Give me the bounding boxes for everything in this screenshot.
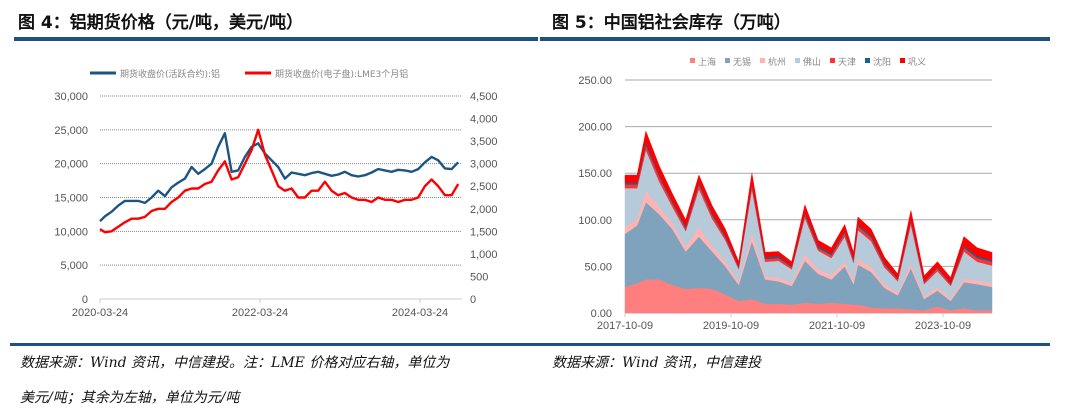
legend-label: 沈阳 — [873, 56, 891, 68]
area-series-7 — [624, 131, 993, 284]
y-tick-label: 50.00 — [584, 261, 612, 273]
legend-label: 上海 — [698, 56, 716, 68]
y-right-tick-label: 4,000 — [470, 114, 498, 126]
legend-swatch — [725, 58, 730, 63]
x-tick-label: 2019-10-09 — [703, 320, 759, 332]
y-right-tick-label: 2,000 — [470, 204, 498, 216]
figure-5-source: 数据来源：Wind 资讯，中信建投 — [552, 355, 762, 371]
legend-swatch — [760, 58, 765, 63]
legend-label: 无锡 — [733, 57, 751, 68]
legend-swatch — [900, 58, 905, 63]
y-left-tick-label: 10,000 — [54, 226, 88, 238]
y-left-tick-label: 15,000 — [54, 193, 88, 205]
title-rule-right — [540, 37, 1050, 41]
y-right-tick-label: 3,000 — [470, 159, 498, 171]
figure-4-title: 图 4：铝期货价格（元/吨，美元/吨） — [18, 13, 304, 33]
title-rule-left — [14, 37, 538, 41]
legend-label: 期货收盘价(活跃合约):铝 — [120, 68, 220, 80]
y-left-tick-label: 20,000 — [54, 159, 88, 171]
legend-label: 杭州 — [768, 56, 786, 68]
y-right-tick-label: 0 — [470, 294, 476, 306]
y-left-tick-label: 25,000 — [54, 125, 88, 137]
y-right-tick-label: 1,000 — [470, 249, 498, 261]
figure-4-source-line-2: 美元/吨；其余为左轴，单位为元/吨 — [20, 390, 240, 406]
y-right-tick-label: 4,500 — [470, 91, 498, 103]
x-tick-label: 2023-10-09 — [915, 320, 971, 332]
y-tick-label: 0.00 — [591, 308, 612, 320]
legend-label: 佛山 — [803, 56, 821, 68]
y-right-tick-label: 3,500 — [470, 136, 498, 148]
series-line-1 — [99, 131, 460, 223]
figure-5-title: 图 5：中国铝社会库存（万吨） — [552, 13, 791, 33]
y-left-tick-label: 30,000 — [54, 91, 88, 103]
y-left-tick-label: 0 — [82, 294, 88, 306]
x-tick-label: 2020-03-24 — [72, 307, 128, 319]
y-right-tick-label: 1,500 — [470, 226, 498, 238]
legend-label: 天津 — [838, 57, 856, 68]
x-tick-label: 2021-10-09 — [809, 320, 865, 332]
series-line-2 — [99, 128, 460, 234]
y-tick-label: 150.00 — [578, 168, 612, 180]
x-tick-label: 2017-10-09 — [597, 320, 653, 332]
legend-label: 巩义 — [908, 57, 926, 68]
y-tick-label: 100.00 — [578, 215, 612, 227]
y-right-tick-label: 2,500 — [470, 181, 498, 193]
y-right-tick-label: 500 — [470, 271, 488, 283]
legend-swatch — [795, 58, 800, 63]
footer-rule — [10, 343, 1050, 346]
y-left-tick-label: 5,000 — [60, 260, 88, 272]
x-tick-label: 2022-03-24 — [232, 307, 288, 319]
y-tick-label: 250.00 — [578, 75, 612, 87]
legend-swatch — [830, 58, 835, 63]
figure-4-source-line-1: 数据来源：Wind 资讯，中信建投。注：LME 价格对应右轴，单位为 — [20, 355, 450, 371]
x-tick-label: 2024-03-24 — [392, 307, 448, 319]
y-tick-label: 200.00 — [578, 122, 612, 134]
legend-label: 期货收盘价(电子盘):LME3个月铝 — [275, 68, 408, 80]
legend-swatch — [690, 58, 695, 63]
legend-swatch — [865, 58, 870, 63]
